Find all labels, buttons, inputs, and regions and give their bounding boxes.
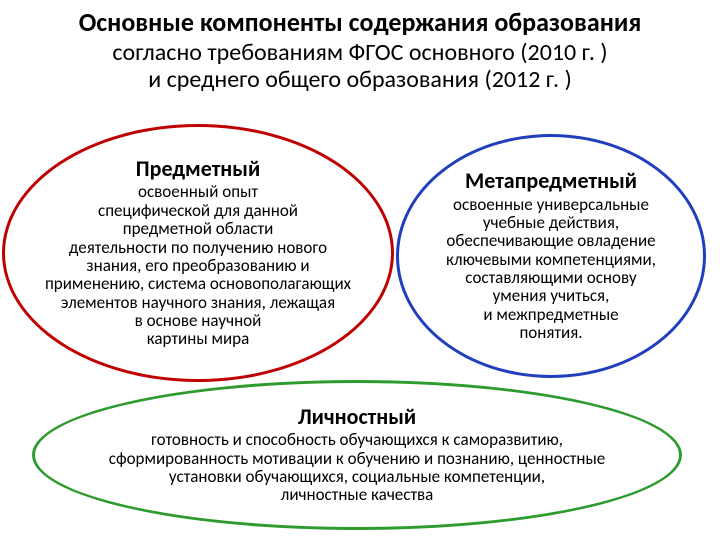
ellipse-subject: Предметный освоенный опытспецифической д…	[2, 124, 394, 382]
ellipse-metasubject-body: освоенные универсальныеучебные действия,…	[446, 196, 656, 343]
ellipse-personal-body: готовность и способность обучающихся к с…	[109, 431, 605, 504]
slide: { "header": { "title": "Основные компоне…	[0, 0, 720, 540]
subtitle: согласно требованиям ФГОС основного (201…	[18, 40, 702, 94]
ellipse-subject-body: освоенный опытспецифической для даннойпр…	[45, 183, 351, 348]
ellipse-personal: Личностный готовность и способность обуч…	[32, 380, 682, 530]
ellipse-metasubject: Метапредметный освоенные универсальныеуч…	[396, 134, 706, 378]
ellipse-metasubject-title: Метапредметный	[465, 169, 637, 193]
ellipse-personal-title: Личностный	[298, 405, 416, 429]
main-title: Основные компоненты содержания образован…	[18, 8, 702, 38]
ellipse-subject-title: Предметный	[136, 157, 260, 181]
